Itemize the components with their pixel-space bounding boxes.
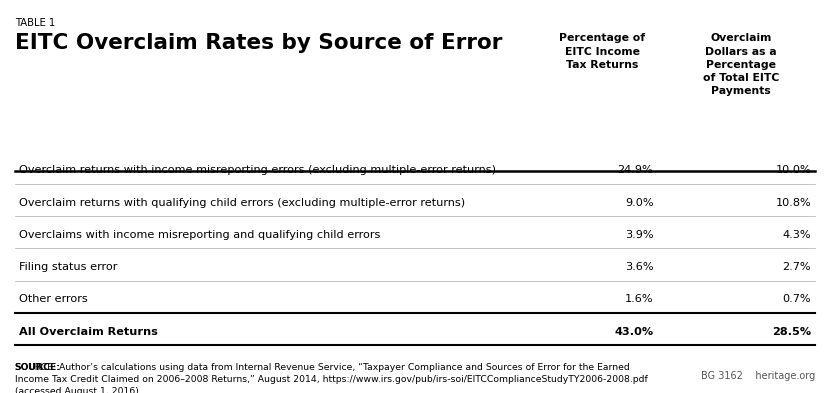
Text: 28.5%: 28.5% [772, 327, 811, 337]
Text: 2.7%: 2.7% [782, 262, 811, 272]
Text: 0.7%: 0.7% [782, 294, 811, 305]
Text: 9.0%: 9.0% [625, 198, 653, 208]
Text: Other errors: Other errors [19, 294, 87, 305]
Text: 43.0%: 43.0% [615, 327, 653, 337]
Text: Overclaim returns with income misreporting errors (excluding multiple-error retu: Overclaim returns with income misreporti… [19, 165, 496, 176]
Text: TABLE 1: TABLE 1 [15, 18, 55, 28]
Text: 10.8%: 10.8% [776, 198, 811, 208]
Text: 4.3%: 4.3% [782, 230, 811, 240]
Text: 1.6%: 1.6% [625, 294, 653, 305]
Text: 24.9%: 24.9% [618, 165, 653, 176]
Text: Overclaims with income misreporting and qualifying child errors: Overclaims with income misreporting and … [19, 230, 380, 240]
Text: SOURCE:: SOURCE: [15, 363, 61, 372]
Text: Percentage of
EITC Income
Tax Returns: Percentage of EITC Income Tax Returns [559, 33, 645, 70]
Text: All Overclaim Returns: All Overclaim Returns [19, 327, 158, 337]
Text: 3.9%: 3.9% [625, 230, 653, 240]
Text: SOURCE: Author’s calculations using data from Internal Revenue Service, “Taxpaye: SOURCE: Author’s calculations using data… [15, 363, 648, 393]
Text: 3.6%: 3.6% [625, 262, 653, 272]
Text: BG 3162    heritage.org: BG 3162 heritage.org [701, 371, 815, 381]
Text: Filing status error: Filing status error [19, 262, 117, 272]
Text: Overclaim returns with qualifying child errors (excluding multiple-error returns: Overclaim returns with qualifying child … [19, 198, 465, 208]
Text: EITC Overclaim Rates by Source of Error: EITC Overclaim Rates by Source of Error [15, 33, 502, 53]
Text: Overclaim
Dollars as a
Percentage
of Total EITC
Payments: Overclaim Dollars as a Percentage of Tot… [703, 33, 779, 96]
Text: 10.0%: 10.0% [776, 165, 811, 176]
